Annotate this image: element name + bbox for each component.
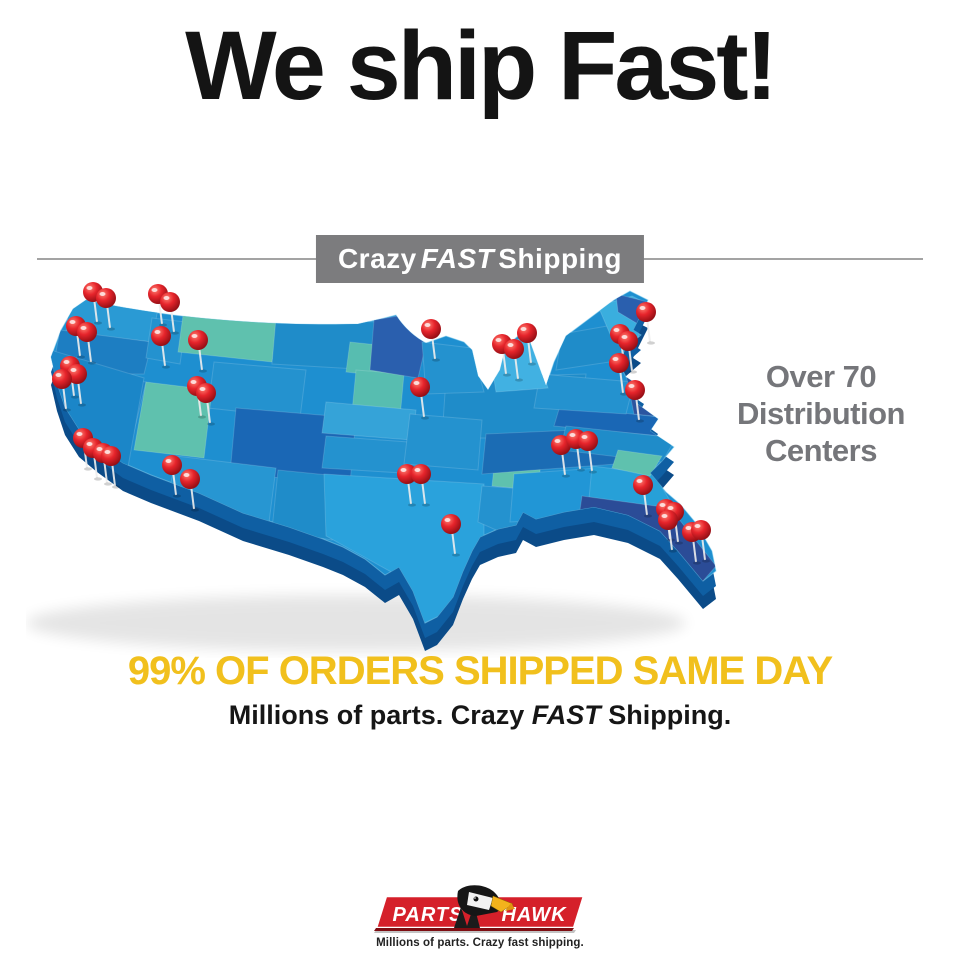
map-pin xyxy=(77,322,97,365)
map-pin xyxy=(625,380,645,423)
tagline2-emphasis: FAST xyxy=(531,700,601,730)
map-pin xyxy=(101,446,121,489)
logo-banner-edge xyxy=(374,928,574,931)
map-pin xyxy=(421,319,441,362)
map-pin xyxy=(188,330,208,373)
map-pin xyxy=(633,475,653,518)
map-pin xyxy=(658,510,678,553)
map-pin xyxy=(411,464,431,507)
banner-text-prefix: Crazy xyxy=(337,243,417,274)
banner-text-suffix: Shipping xyxy=(498,243,623,274)
map-pin xyxy=(609,353,629,396)
partshawk-logo: PARTS HAWK Millions of parts. Crazy fast… xyxy=(365,884,595,949)
logo-caption: Millions of parts. Crazy fast shipping. xyxy=(376,937,584,949)
map-pin xyxy=(551,435,571,478)
map-pin xyxy=(397,464,417,507)
millions-of-parts-tagline: Millions of parts. Crazy FAST Shipping. xyxy=(0,700,960,731)
map-pin xyxy=(517,323,537,366)
map-pin xyxy=(636,302,656,345)
map-pin xyxy=(52,369,72,412)
note-line-1: Over 70 xyxy=(765,359,877,394)
distribution-centers-note: Over 70 Distribution Centers xyxy=(698,358,944,469)
map-pin xyxy=(162,455,182,498)
map-pin xyxy=(504,339,524,382)
page-title: We ship Fast! xyxy=(185,11,778,120)
tagline2-suffix: Shipping. xyxy=(600,700,732,730)
map-pin xyxy=(578,431,598,474)
note-line-2: Distribution xyxy=(737,396,905,431)
map-pin xyxy=(410,377,430,420)
hawk-head-icon xyxy=(454,885,515,928)
same-day-tagline: 99% OF ORDERS SHIPPED SAME DAY xyxy=(127,649,833,693)
logo-text-hawk: HAWK xyxy=(501,904,567,926)
tagline2-prefix: Millions of parts. Crazy xyxy=(228,700,532,730)
partshawk-logo-graphic: PARTS HAWK xyxy=(374,885,586,933)
map-pin xyxy=(441,514,461,557)
map-pin xyxy=(151,326,171,369)
map-pin xyxy=(180,469,200,512)
map-pin xyxy=(96,288,116,331)
note-line-3: Centers xyxy=(765,433,877,468)
crazy-fast-shipping-banner: Crazy FAST Shipping xyxy=(315,235,645,283)
map-pin xyxy=(691,520,711,563)
usa-distribution-map xyxy=(26,278,718,658)
map-pin xyxy=(196,383,216,426)
map-pin xyxy=(160,292,180,335)
map-pin xyxy=(618,331,638,374)
logo-text-parts: PARTS xyxy=(393,904,464,926)
banner-text-emphasis: FAST xyxy=(420,243,495,274)
